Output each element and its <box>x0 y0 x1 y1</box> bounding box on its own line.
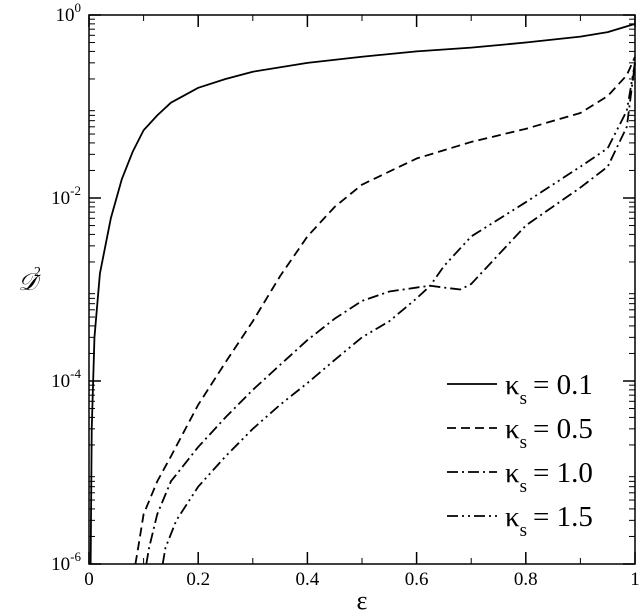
legend-kappa: κ <box>505 501 520 533</box>
legend-kappa: κ <box>505 369 520 401</box>
legend-label: κs = 1.5 <box>505 501 593 541</box>
legend-subscript: s <box>520 476 527 497</box>
x-tick-label: 1 <box>630 569 640 590</box>
series-line-4 <box>161 62 636 565</box>
y-axis-label: 𝒟 2 <box>18 265 42 296</box>
legend-label: κs = 0.1 <box>505 369 593 409</box>
series-line-3 <box>145 62 636 565</box>
y-tick-exponent: 0 <box>75 0 82 15</box>
legend-kappa: κ <box>505 457 520 489</box>
series-line-2 <box>134 56 636 565</box>
legend-subscript: s <box>520 432 527 453</box>
series-lines <box>89 23 636 565</box>
y-tick-exponent: -2 <box>70 183 81 198</box>
legend-label: κs = 0.5 <box>505 413 593 453</box>
y-tick-base: 10 <box>56 5 75 26</box>
x-tick-label: 0.8 <box>514 569 538 590</box>
y-tick-label: 10-4 <box>51 366 81 392</box>
y-tick-label: 100 <box>56 0 82 26</box>
plot-frame <box>88 14 636 565</box>
legend-value: = 1.0 <box>533 457 593 489</box>
y-tick-base: 10 <box>51 371 70 392</box>
x-tick-label: 0.6 <box>405 569 429 590</box>
x-ticks: 0 0.2 0.4 0.6 0.8 1 <box>84 15 640 590</box>
y-tick-exponent: -6 <box>70 549 81 564</box>
y-tick-base: 10 <box>51 554 70 575</box>
y-tick-label: 10-2 <box>51 183 81 209</box>
series-line-1 <box>89 23 636 565</box>
legend-label: κs = 1.0 <box>505 457 593 497</box>
y-tick-label: 10-6 <box>51 549 81 575</box>
y-axis-label-superscript: 2 <box>34 265 41 280</box>
legend-value: = 0.1 <box>533 369 593 401</box>
legend-subscript: s <box>520 520 527 541</box>
legend: κs = 0.1κs = 0.5κs = 1.0κs = 1.5 <box>447 369 593 541</box>
legend-value: = 1.5 <box>533 501 593 533</box>
legend-kappa: κ <box>505 413 520 445</box>
x-tick-label: 0.2 <box>186 569 210 590</box>
legend-subscript: s <box>520 388 527 409</box>
y-tick-exponent: -4 <box>70 366 81 381</box>
y-tick-base: 10 <box>51 188 70 209</box>
x-tick-label: 0 <box>84 569 94 590</box>
x-axis-label: ε <box>357 586 368 613</box>
x-tick-label: 0.4 <box>296 569 320 590</box>
legend-value: = 0.5 <box>533 413 593 445</box>
plot-area-border <box>88 14 636 565</box>
